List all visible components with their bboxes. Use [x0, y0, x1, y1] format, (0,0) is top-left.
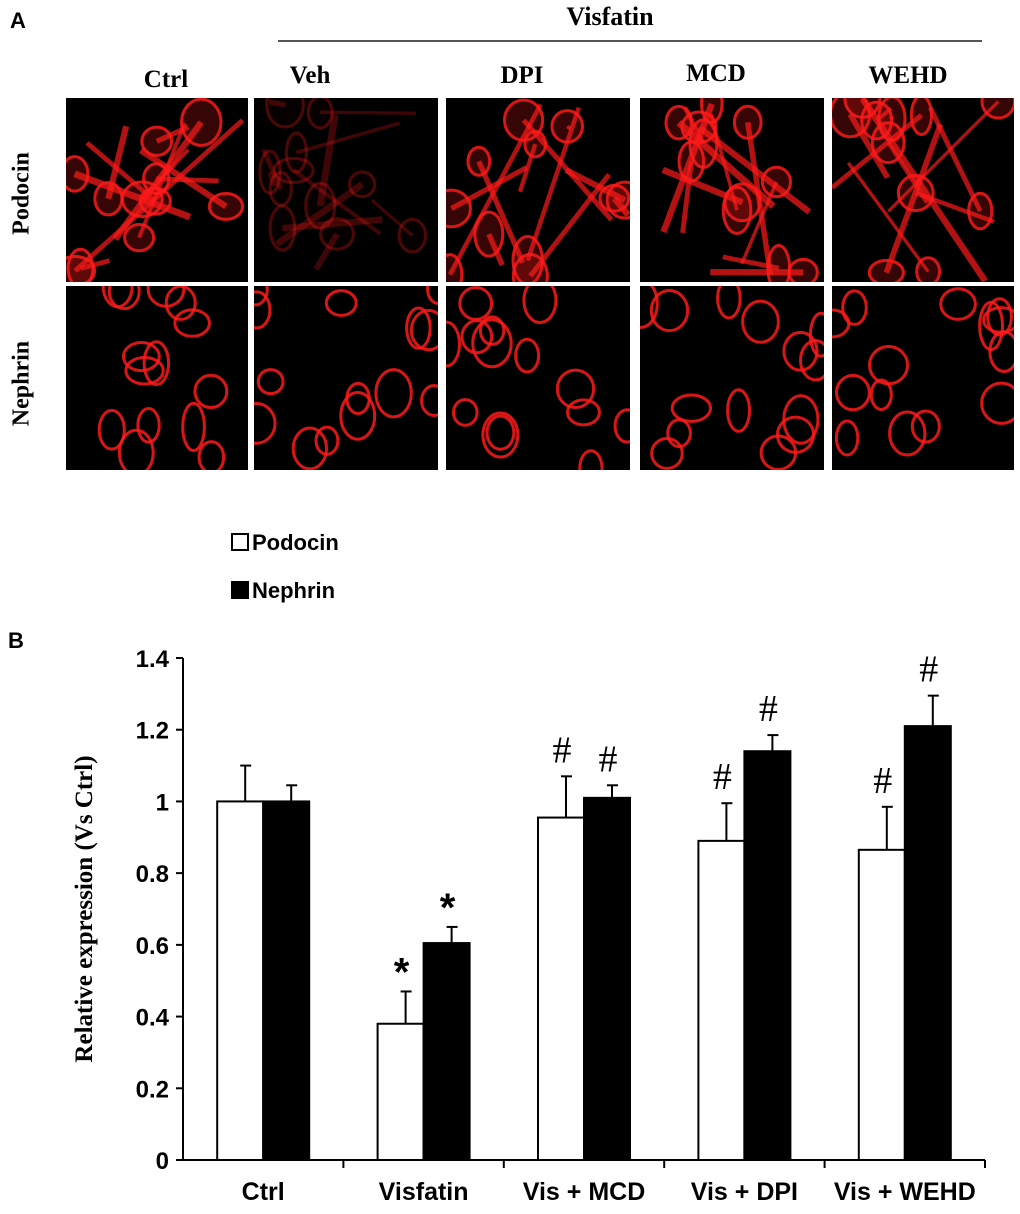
micrograph-nephrin-mcd — [640, 286, 824, 470]
significance-marker: # — [713, 756, 732, 798]
bar-nephrin — [743, 750, 792, 1161]
column-label-veh: Veh — [289, 62, 331, 89]
bar-nephrin — [903, 725, 952, 1161]
legend-label: Podocin — [252, 530, 339, 555]
bar-nephrin — [422, 942, 471, 1162]
legend-swatch-podocin — [231, 533, 249, 551]
bar-podocin — [697, 839, 746, 1161]
y-tick-label: 1 — [156, 789, 169, 816]
x-tick-label: Visfatin — [379, 1178, 469, 1206]
micrograph-podocin-veh — [254, 98, 438, 282]
panel-a-label: A — [10, 8, 26, 33]
bar-podocin — [537, 816, 585, 1161]
y-tick-label: 0.4 — [136, 1005, 170, 1032]
visfatin-group-label: Visfatin — [566, 2, 654, 31]
significance-marker: # — [919, 649, 938, 691]
y-tick-label: 0.6 — [136, 933, 169, 960]
bar-podocin — [216, 800, 265, 1161]
column-label-mcd: MCD — [686, 60, 746, 87]
significance-marker: # — [759, 688, 778, 730]
y-tick-label: 1.2 — [136, 718, 169, 745]
micrograph-podocin-dpi — [446, 98, 630, 282]
micrograph-nephrin-wehd — [832, 286, 1014, 470]
y-tick-label: 0.8 — [136, 861, 169, 888]
column-label-ctrl: Ctrl — [143, 66, 189, 93]
y-axis-title: Relative expression (Vs Ctrl) — [71, 755, 98, 1062]
panel-b-label: B — [8, 628, 24, 653]
legend-swatch-nephrin — [231, 581, 249, 599]
significance-marker: * — [440, 886, 456, 930]
micrograph-nephrin-veh — [254, 286, 438, 470]
micrograph-nephrin-dpi — [446, 286, 630, 470]
micrograph-podocin-mcd — [640, 98, 824, 282]
bar-podocin — [857, 848, 906, 1161]
y-tick-label: 1.4 — [136, 646, 170, 673]
row-label-nephrin: Nephrin — [8, 340, 35, 427]
bar-nephrin — [583, 796, 631, 1161]
significance-marker: # — [599, 738, 618, 780]
x-tick-label: Vis + DPI — [691, 1178, 798, 1206]
significance-marker: * — [394, 950, 410, 994]
x-tick-label: Vis + MCD — [523, 1178, 646, 1206]
x-tick-label: Ctrl — [242, 1178, 285, 1206]
visfatin-group-bracket — [278, 40, 982, 42]
bar-nephrin — [262, 800, 311, 1161]
x-tick-label: Vis + WEHD — [834, 1178, 976, 1206]
row-label-podocin: Podocin — [8, 152, 35, 235]
significance-marker: # — [873, 760, 892, 802]
y-tick-label: 0 — [156, 1148, 169, 1175]
legend-label: Nephrin — [252, 578, 335, 603]
micrograph-podocin-wehd — [832, 98, 1014, 282]
y-tick-label: 0.2 — [136, 1076, 169, 1103]
micrograph-podocin-ctrl — [66, 98, 248, 282]
bar-chart: 0 0.2 0.4 0.6 0.8 1 1.2 1.4 Relative expression … — [71, 530, 986, 1206]
micrograph-nephrin-ctrl — [66, 286, 248, 470]
bar-podocin — [376, 1022, 425, 1161]
significance-marker: # — [553, 729, 572, 771]
column-label-dpi: DPI — [500, 62, 544, 89]
column-label-wehd: WEHD — [868, 62, 948, 89]
